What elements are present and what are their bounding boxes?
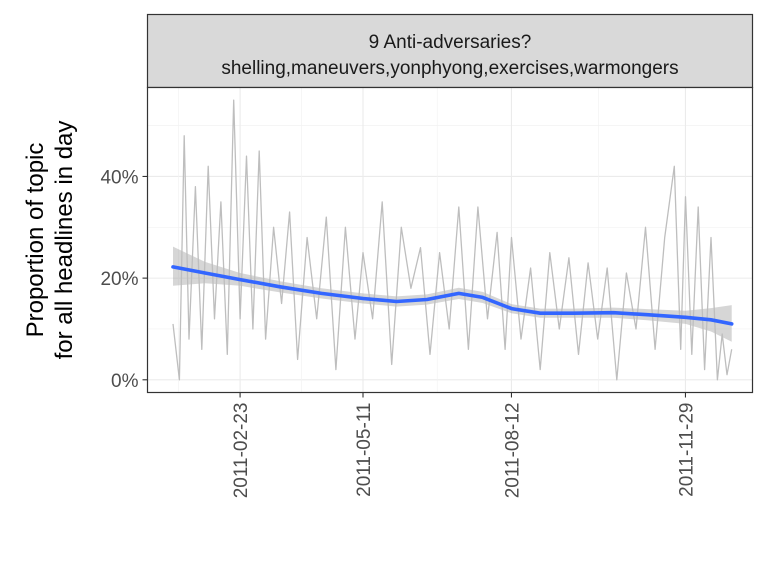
- panel-border: [146, 86, 754, 394]
- x-tick-label: 2011-08-12: [503, 403, 524, 499]
- x-tick-label: 2011-11-29: [677, 403, 698, 497]
- facet-strip-title: 9 Anti-adversaries?: [369, 32, 532, 53]
- y-tick-label: 0%: [111, 371, 139, 392]
- facet-strip: [146, 13, 754, 89]
- facet-strip-terms: shelling,maneuvers,yonphyong,exercises,w…: [221, 58, 678, 79]
- x-tick-label: 2011-05-11: [354, 403, 375, 497]
- x-tick-label: 2011-02-23: [231, 403, 252, 499]
- raw-daily-line: [172, 99, 733, 381]
- plot-panel: [147, 87, 753, 393]
- y-axis-title-line2: for all headlines in day: [51, 121, 78, 360]
- y-axis-title-line1: Proportion of topic: [22, 143, 49, 338]
- smooth-trend-line: [171, 265, 734, 326]
- y-tick-label: 20%: [100, 269, 138, 290]
- smooth-series-layer: [171, 265, 734, 326]
- axes: 0% 20% 40% 2011-02-23 2011-05-11 2011-08-12 20…: [100, 167, 697, 498]
- y-tick-label: 40%: [100, 167, 138, 188]
- grid-lines: [147, 87, 753, 393]
- raw-series-layer: [172, 99, 733, 381]
